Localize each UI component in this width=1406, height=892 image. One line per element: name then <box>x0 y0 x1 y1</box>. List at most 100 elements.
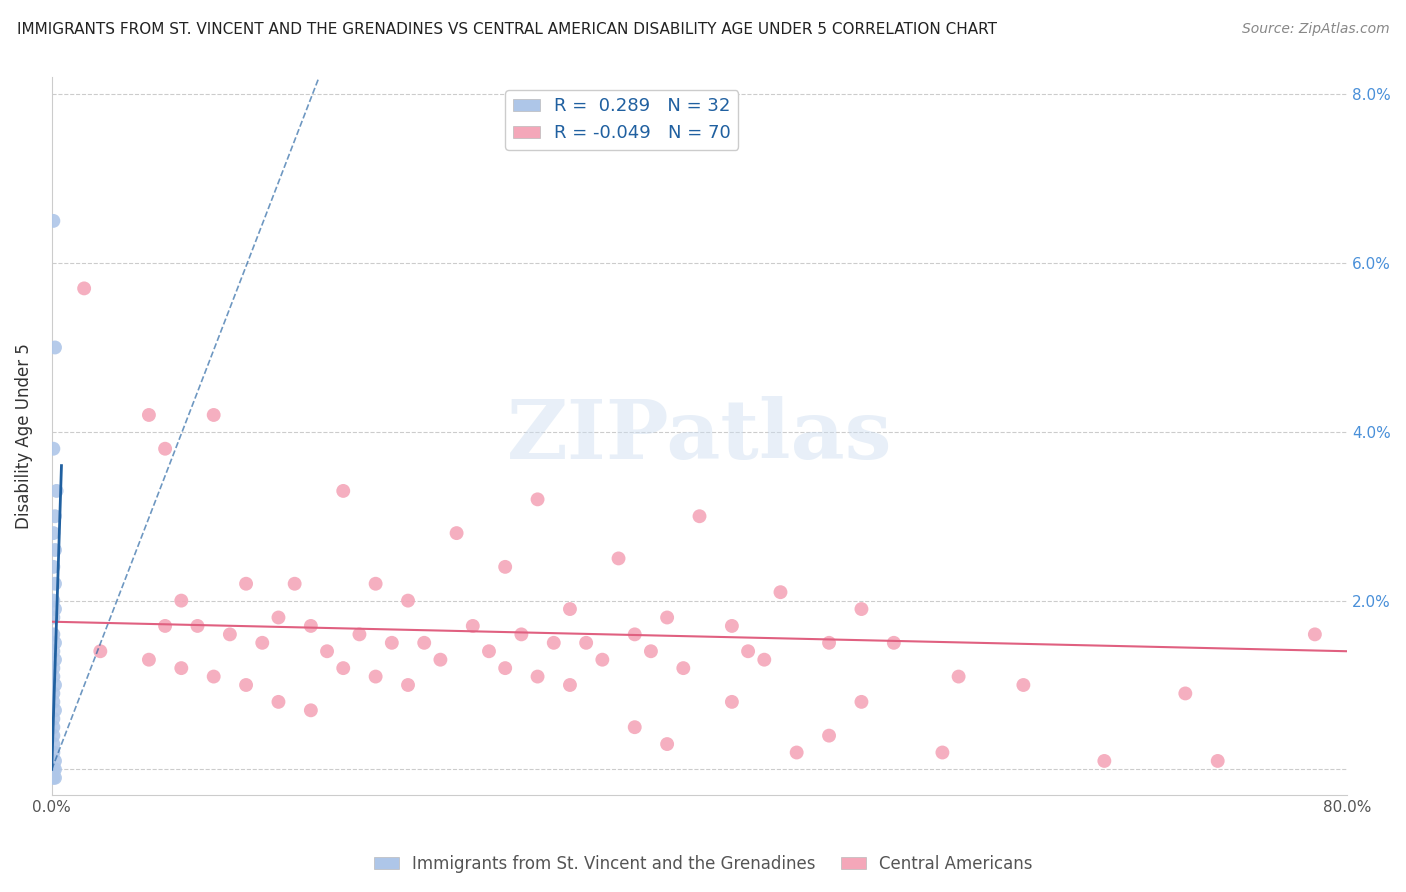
Point <box>170 661 193 675</box>
Point <box>883 636 905 650</box>
Point <box>44 602 66 616</box>
Point <box>44 576 66 591</box>
Point <box>267 610 290 624</box>
Point <box>44 703 66 717</box>
Point <box>42 686 65 700</box>
Legend: Immigrants from St. Vincent and the Grenadines, Central Americans: Immigrants from St. Vincent and the Gren… <box>367 848 1039 880</box>
Point <box>44 771 66 785</box>
Point <box>1174 686 1197 700</box>
Text: IMMIGRANTS FROM ST. VINCENT AND THE GRENADINES VS CENTRAL AMERICAN DISABILITY AG: IMMIGRANTS FROM ST. VINCENT AND THE GREN… <box>17 22 997 37</box>
Point <box>42 593 65 607</box>
Point <box>1092 754 1115 768</box>
Point <box>284 576 307 591</box>
Point <box>89 644 111 658</box>
Point <box>42 729 65 743</box>
Point <box>558 602 581 616</box>
Point <box>769 585 792 599</box>
Point <box>202 669 225 683</box>
Point <box>42 627 65 641</box>
Point <box>42 559 65 574</box>
Point <box>170 593 193 607</box>
Point <box>153 442 176 456</box>
Point <box>316 644 339 658</box>
Point <box>42 763 65 777</box>
Point <box>655 610 678 624</box>
Point <box>42 737 65 751</box>
Point <box>396 678 419 692</box>
Point <box>851 602 873 616</box>
Point <box>689 509 711 524</box>
Point <box>818 729 841 743</box>
Point <box>640 644 662 658</box>
Point <box>396 593 419 607</box>
Text: Source: ZipAtlas.com: Source: ZipAtlas.com <box>1241 22 1389 37</box>
Point <box>42 442 65 456</box>
Point <box>446 526 468 541</box>
Point <box>73 281 96 295</box>
Point <box>558 678 581 692</box>
Point <box>153 619 176 633</box>
Point <box>44 754 66 768</box>
Text: ZIPatlas: ZIPatlas <box>506 396 893 476</box>
Point <box>494 661 516 675</box>
Point <box>948 669 970 683</box>
Point <box>721 695 744 709</box>
Point <box>44 509 66 524</box>
Point <box>267 695 290 709</box>
Point <box>623 627 645 641</box>
Point <box>252 636 274 650</box>
Point <box>510 627 533 641</box>
Point <box>851 695 873 709</box>
Point <box>413 636 436 650</box>
Point <box>478 644 501 658</box>
Point <box>607 551 630 566</box>
Point <box>655 737 678 751</box>
Point <box>526 669 548 683</box>
Point <box>42 669 65 683</box>
Point <box>42 771 65 785</box>
Point <box>186 619 208 633</box>
Point <box>931 746 953 760</box>
Point <box>235 678 257 692</box>
Point <box>42 712 65 726</box>
Point <box>332 483 354 498</box>
Point <box>42 214 65 228</box>
Point <box>461 619 484 633</box>
Point <box>364 576 387 591</box>
Point <box>591 653 613 667</box>
Point <box>332 661 354 675</box>
Point <box>543 636 565 650</box>
Point <box>1206 754 1229 768</box>
Point <box>526 492 548 507</box>
Point <box>42 695 65 709</box>
Point <box>42 610 65 624</box>
Point <box>235 576 257 591</box>
Point <box>44 543 66 558</box>
Point <box>1012 678 1035 692</box>
Point <box>44 678 66 692</box>
Y-axis label: Disability Age Under 5: Disability Age Under 5 <box>15 343 32 529</box>
Point <box>44 636 66 650</box>
Point <box>44 653 66 667</box>
Point <box>138 408 160 422</box>
Point <box>754 653 776 667</box>
Point <box>138 653 160 667</box>
Point <box>219 627 242 641</box>
Point <box>818 636 841 650</box>
Point <box>672 661 695 675</box>
Point <box>381 636 404 650</box>
Point <box>364 669 387 683</box>
Point <box>429 653 451 667</box>
Point <box>494 559 516 574</box>
Point <box>202 408 225 422</box>
Legend: R =  0.289   N = 32, R = -0.049   N = 70: R = 0.289 N = 32, R = -0.049 N = 70 <box>505 90 738 150</box>
Point <box>786 746 808 760</box>
Point <box>42 644 65 658</box>
Point <box>44 341 66 355</box>
Point <box>349 627 371 641</box>
Point <box>299 619 322 633</box>
Point <box>721 619 744 633</box>
Point <box>623 720 645 734</box>
Point <box>42 720 65 734</box>
Point <box>299 703 322 717</box>
